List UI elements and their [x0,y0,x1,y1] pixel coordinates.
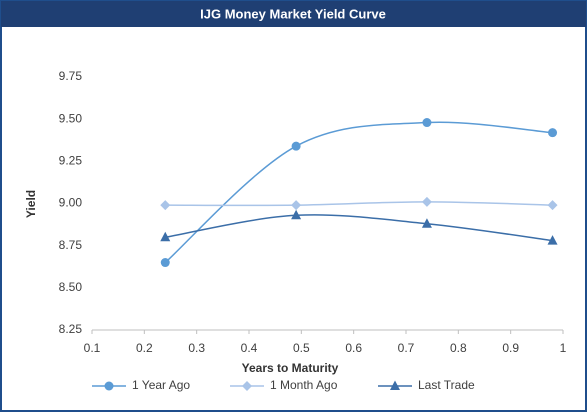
marker [422,118,432,128]
x-tick-label: 0.9 [502,341,519,355]
marker [547,200,558,211]
y-axis-title: Yield [24,190,38,218]
x-tick-label: 0.8 [450,341,467,355]
x-tick-label: 0.2 [136,341,153,355]
x-tick-label: 0.6 [345,341,362,355]
marker [390,380,400,390]
title-bar [1,1,586,27]
series-line [164,121,553,264]
x-tick-label: 0.1 [84,341,101,355]
x-tick-label: 0.4 [241,341,258,355]
series-line [165,201,553,207]
y-tick-label: 8.50 [59,280,83,294]
x-tick-label: 0.7 [398,341,415,355]
marker [160,231,171,242]
marker [242,381,252,391]
y-tick-label: 9.50 [59,111,83,125]
x-tick-label: 0.3 [188,341,205,355]
chart-title: IJG Money Market Yield Curve [200,6,386,21]
legend-label: Last Trade [418,378,475,392]
x-tick-label: 0.5 [293,341,310,355]
y-tick-label: 8.25 [59,322,83,336]
marker [291,209,302,220]
marker [291,200,302,211]
x-tick-label: 1 [560,341,567,355]
marker [160,258,170,268]
marker [421,196,432,207]
y-tick-label: 9.75 [59,69,83,83]
legend-label: 1 Year Ago [132,378,190,392]
marker [160,200,171,211]
marker [421,218,432,228]
y-tick-label: 9.00 [59,196,83,210]
legend-label: 1 Month Ago [270,378,338,392]
y-tick-label: 8.75 [59,238,83,252]
x-axis-title: Years to Maturity [242,361,339,375]
marker [104,381,114,391]
series-line [165,214,553,242]
y-tick-label: 9.25 [59,154,83,168]
marker [291,141,301,151]
marker [548,128,558,138]
marker [547,235,558,245]
